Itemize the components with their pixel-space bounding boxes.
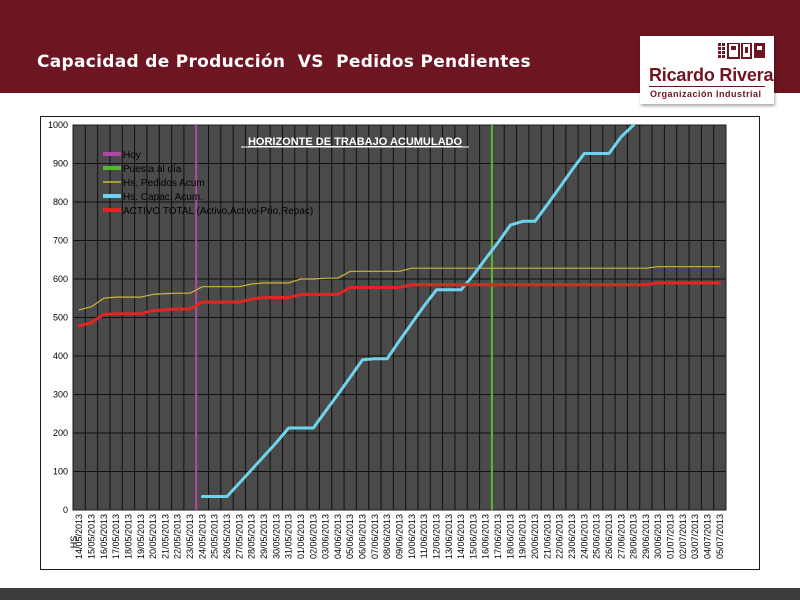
x-tick-label: 04/07/2013 [703,514,713,559]
x-tick-label: 20/06/2013 [530,514,540,559]
x-tick-label: 14/05/2013 [74,514,84,559]
y-tick-label: 500 [53,313,68,323]
x-tick-label: 02/06/2013 [308,514,318,559]
legend-label-1: Hoy [123,150,141,161]
chart-container: 0 100 200 300 400 500 600 700 800 900 1000 14/05/20… [40,116,760,570]
y-tick-label: 900 [53,159,68,169]
x-tick-label: 24/05/2013 [197,514,207,559]
x-tick-label: 15/05/2013 [86,514,96,559]
x-tick-label: 27/06/2013 [616,514,626,559]
x-tick-label: 21/06/2013 [542,514,552,559]
x-tick-label: 31/05/2013 [284,514,294,559]
x-tick-label: 16/06/2013 [481,514,491,559]
x-tick-label: 25/06/2013 [592,514,602,559]
legend-label-3: Hs. Pedidos Acum [123,178,205,189]
y-tick-label: 200 [53,428,68,438]
x-tick-label: 19/05/2013 [136,514,146,559]
x-tick-label: 18/06/2013 [505,514,515,559]
y-tick-label: 600 [53,274,68,284]
x-tick-label: 15/06/2013 [468,514,478,559]
x-tick-label: 24/06/2013 [579,514,589,559]
x-tick-label: 26/06/2013 [604,514,614,559]
x-tick-label: 25/05/2013 [210,514,220,559]
x-tick-label: 12/06/2013 [431,514,441,559]
company-logo: Ricardo Rivera Organización Industrial [640,36,774,104]
x-tick-label: 20/05/2013 [148,514,158,559]
logo-name: Ricardo Rivera [649,65,774,85]
x-tick-label: 23/06/2013 [567,514,577,559]
legend-label-2: Puesta al día [123,164,182,175]
x-tick-label: 03/06/2013 [321,514,331,559]
x-tick-label: 06/06/2013 [358,514,368,559]
x-tick-label: 29/05/2013 [259,514,269,559]
x-tick-label: 10/06/2013 [407,514,417,559]
x-tick-label: 09/06/2013 [395,514,405,559]
legend-label-5: ACTIVO TOTAL (Activo,Activo-Prio,Repac) [123,206,313,217]
y-tick-label: 300 [53,390,68,400]
x-tick-label: 28/05/2013 [247,514,257,559]
y-tick-label: 1000 [48,120,68,130]
chart-title: HORIZONTE DE TRABAJO ACUMULADO [248,136,463,148]
x-tick-label: 01/06/2013 [296,514,306,559]
y-tick-label: 0 [63,505,68,515]
x-tick-label: 13/06/2013 [444,514,454,559]
x-tick-label: 19/06/2013 [518,514,528,559]
y-tick-label: 400 [53,351,68,361]
x-tick-label: 21/05/2013 [160,514,170,559]
plot-border [72,124,727,511]
x-tick-label: 16/05/2013 [99,514,109,559]
page-title: Capacidad de Producción VS Pedidos Pendi… [37,52,531,72]
x-tick-label: 07/06/2013 [370,514,380,559]
x-tick-label: 05/07/2013 [715,514,725,559]
y-tick-label: 700 [53,236,68,246]
x-tick-label: 11/06/2013 [419,514,429,558]
x-tick-label: 23/05/2013 [185,514,195,559]
x-tick-label: 03/07/2013 [690,514,700,559]
logo-grid-icon [718,43,765,59]
x-tick-label: 30/06/2013 [653,514,663,559]
line-chart: 0 100 200 300 400 500 600 700 800 900 1000 14/05/20… [48,120,727,559]
y-axis-label: HS [69,536,79,549]
y-tick-label: 100 [53,467,68,477]
x-tick-label: 02/07/2013 [678,514,688,559]
legend-label-4: Hs. Capac. Acum. [123,192,203,203]
series-line-2 [200,123,636,498]
x-tick-label: 04/06/2013 [333,514,343,559]
x-tick-label: 26/05/2013 [222,514,232,559]
x-tick-label: 22/05/2013 [173,514,183,559]
series-line-1 [78,266,721,311]
x-tick-label: 01/07/2013 [666,514,676,559]
logo-divider [649,86,765,87]
x-tick-label: 29/06/2013 [641,514,651,559]
logo-subtitle: Organización Industrial [650,89,762,99]
x-tick-label: 05/06/2013 [345,514,355,559]
x-tick-label: 30/05/2013 [271,514,281,559]
x-tick-label: 22/06/2013 [555,514,565,559]
x-tick-label: 17/06/2013 [493,514,503,559]
x-tick-label: 18/05/2013 [123,514,133,559]
x-tick-label: 14/06/2013 [456,514,466,559]
series-line-3 [77,281,722,328]
x-tick-label: 08/06/2013 [382,514,392,559]
x-tick-label: 28/06/2013 [629,514,639,559]
x-tick-label: 27/05/2013 [234,514,244,559]
x-tick-label: 17/05/2013 [111,514,121,559]
footer-bar [0,588,800,600]
y-tick-label: 800 [53,197,68,207]
